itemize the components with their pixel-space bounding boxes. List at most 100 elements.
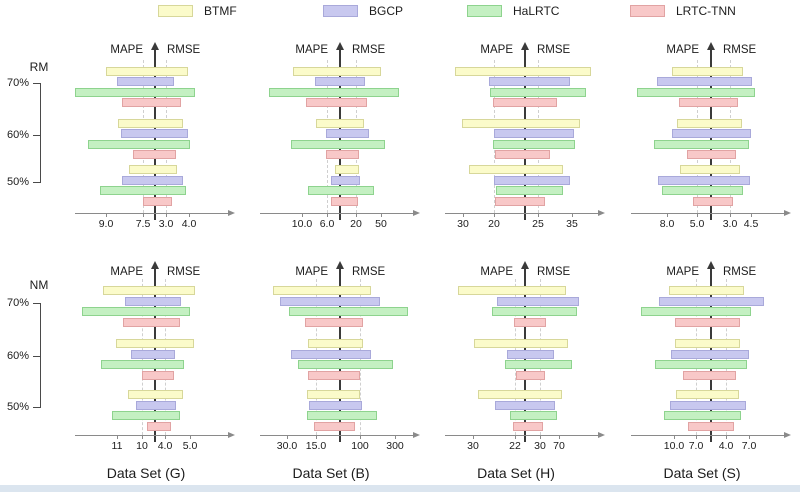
- x-tick-label-rm-g: 7.5: [135, 218, 151, 230]
- x-axis-arrow-icon-rm-h: [598, 210, 605, 216]
- bar-rm-s-70-lrtctnn: [678, 98, 739, 108]
- bar-nm-s-70-lrtctnn: [674, 317, 740, 327]
- up-arrow-icon-nm-s: [706, 261, 715, 269]
- x-tick-rm-b: [356, 213, 357, 217]
- missing-rate-label-1-0: 70%: [6, 296, 29, 309]
- missing-rate-label-0-2: 50%: [6, 175, 29, 188]
- bar-rm-h-70-bgcp: [489, 77, 571, 87]
- mape-axis-label-nm-s: MAPE: [666, 266, 699, 278]
- bar-nm-b-50-halrtc: [307, 411, 377, 421]
- x-axis-rm-g: [75, 213, 228, 214]
- missing-rate-label-1-1: 60%: [6, 349, 29, 362]
- rmse-axis-label-rm-g: RMSE: [167, 44, 201, 56]
- x-tick-nm-b: [360, 435, 361, 439]
- bar-nm-g-70-lrtctnn: [123, 317, 180, 327]
- x-tick-nm-b: [395, 435, 396, 439]
- x-axis-arrow-icon-rm-s: [784, 210, 791, 216]
- x-tick-label-nm-g: 11: [111, 440, 123, 452]
- rmse-axis-label-nm-b: RMSE: [352, 266, 386, 278]
- bar-nm-h-50-halrtc: [509, 411, 558, 421]
- up-arrow-icon-nm-h: [520, 261, 529, 269]
- missing-rate-label-0-1: 60%: [6, 129, 29, 141]
- up-arrow-icon-rm-g: [150, 42, 159, 50]
- rate-bracket-0: [40, 83, 42, 183]
- x-tick-rm-g: [106, 213, 107, 217]
- x-tick-nm-g: [190, 435, 191, 439]
- rmse-axis-label-nm-g: RMSE: [167, 266, 201, 278]
- bar-nm-g-60-halrtc: [100, 360, 184, 370]
- dataset-label-h: Data Set (H): [477, 465, 555, 481]
- bar-nm-s-70-halrtc: [641, 307, 752, 317]
- x-axis-arrow-icon-rm-g: [228, 210, 235, 216]
- bar-rm-b-50-lrtctnn: [331, 196, 358, 206]
- bar-nm-g-50-bgcp: [135, 400, 177, 410]
- x-tick-label-rm-h: 35: [566, 218, 578, 230]
- mape-axis-label-nm-h: MAPE: [480, 266, 513, 278]
- bar-nm-h-50-btmf: [477, 390, 562, 400]
- x-tick-label-nm-h: 30: [534, 440, 546, 452]
- x-axis-nm-s: [631, 435, 784, 436]
- row-label-nm: NM: [29, 278, 49, 292]
- bar-rm-g-60-bgcp: [120, 129, 188, 139]
- x-tick-label-nm-s: 10.0: [663, 440, 685, 452]
- rmse-axis-label-rm-s: RMSE: [723, 44, 757, 56]
- bar-nm-h-60-btmf: [474, 339, 569, 349]
- rate-bracket-1: [40, 302, 42, 408]
- bar-rm-h-60-btmf: [462, 118, 581, 128]
- rate-bracket-tick-0-0: [33, 83, 41, 85]
- bar-rm-s-70-bgcp: [656, 77, 753, 87]
- bar-rm-g-70-halrtc: [75, 87, 195, 97]
- bar-nm-g-50-btmf: [128, 390, 183, 400]
- window-footer-strip: [0, 485, 800, 492]
- bar-rm-g-70-btmf: [106, 66, 188, 76]
- rate-bracket-tick-0-2: [33, 181, 41, 183]
- bar-rm-b-50-halrtc: [307, 186, 374, 196]
- x-tick-label-rm-g: 4.0: [181, 218, 197, 230]
- x-tick-rm-h: [538, 213, 539, 217]
- x-tick-nm-s: [726, 435, 727, 439]
- x-tick-nm-b: [316, 435, 317, 439]
- bar-rm-s-60-btmf: [676, 118, 742, 128]
- x-axis-nm-h: [445, 435, 598, 436]
- bar-nm-h-60-halrtc: [504, 360, 573, 370]
- bar-rm-g-70-lrtctnn: [122, 98, 181, 108]
- bar-rm-g-70-bgcp: [117, 77, 175, 87]
- x-tick-rm-h: [572, 213, 573, 217]
- x-tick-rm-g: [166, 213, 167, 217]
- x-tick-label-rm-s: 5.0: [689, 218, 705, 230]
- x-axis-rm-h: [445, 213, 598, 214]
- dataset-label-b: Data Set (B): [292, 465, 370, 481]
- bar-rm-g-50-btmf: [129, 165, 178, 175]
- x-tick-label-rm-h: 20: [488, 218, 500, 230]
- bar-nm-s-60-lrtctnn: [682, 370, 736, 380]
- bar-nm-h-70-halrtc: [492, 307, 577, 317]
- bar-nm-h-50-bgcp: [495, 400, 556, 410]
- bar-rm-h-50-bgcp: [494, 175, 571, 185]
- bar-nm-b-60-halrtc: [297, 360, 394, 370]
- bar-nm-b-60-bgcp: [290, 349, 372, 359]
- x-tick-label-rm-b: 20: [350, 218, 362, 230]
- bar-rm-h-70-btmf: [455, 66, 591, 76]
- bar-rm-b-50-bgcp: [330, 175, 361, 185]
- mape-axis-label-rm-h: MAPE: [480, 44, 513, 56]
- legend-swatch-bgcp-icon: [323, 5, 358, 17]
- up-arrow-icon-nm-b: [335, 261, 344, 269]
- x-tick-nm-g: [142, 435, 143, 439]
- x-tick-rm-g: [143, 213, 144, 217]
- bar-nm-b-70-lrtctnn: [305, 317, 363, 327]
- rmse-axis-label-nm-s: RMSE: [723, 266, 757, 278]
- bar-rm-h-50-lrtctnn: [494, 196, 545, 206]
- dataset-label-s: Data Set (S): [663, 465, 741, 481]
- x-tick-rm-h: [463, 213, 464, 217]
- bar-nm-s-50-btmf: [676, 390, 740, 400]
- bar-rm-s-50-bgcp: [657, 175, 751, 185]
- legend-swatch-btmf-icon: [158, 5, 193, 17]
- mape-axis-label-nm-b: MAPE: [295, 266, 328, 278]
- bar-nm-h-60-bgcp: [506, 349, 554, 359]
- x-tick-label-nm-s: 7.0: [741, 440, 757, 452]
- bar-rm-s-70-btmf: [671, 66, 744, 76]
- bar-rm-b-60-halrtc: [291, 139, 386, 149]
- bar-rm-g-50-halrtc: [99, 186, 186, 196]
- x-tick-label-nm-s: 7.0: [688, 440, 704, 452]
